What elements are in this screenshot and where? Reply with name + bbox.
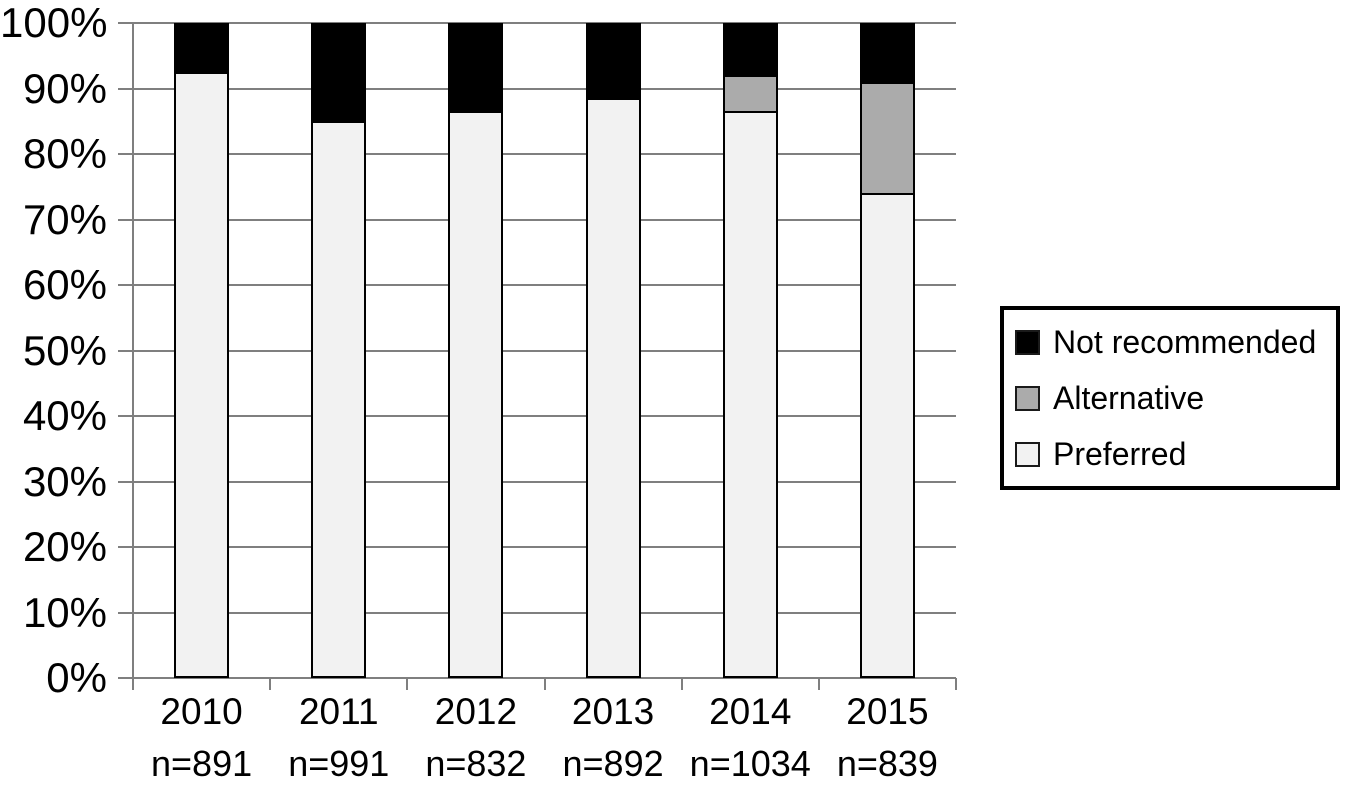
x-year-label: 2011 <box>298 691 379 732</box>
x-n-label: n=832 <box>425 743 527 784</box>
x-year-label: 2014 <box>709 691 792 732</box>
bar-segment-not-recommended <box>585 23 641 99</box>
x-year-label: 2010 <box>160 691 243 732</box>
gridline <box>118 611 956 614</box>
gridline <box>118 153 956 155</box>
plot-area <box>118 22 957 690</box>
x-n-label: n=891 <box>151 743 253 784</box>
x-category-label: 2010 n=891 <box>107 686 297 790</box>
bar-segment-not-recommended <box>311 23 367 122</box>
y-tick-label: 60% <box>22 261 107 308</box>
x-year-label: 2013 <box>571 691 655 732</box>
legend-item-preferred: Preferred <box>1015 436 1328 472</box>
legend-item-not-recommended: Not recommended <box>1015 324 1328 360</box>
bar-segment-preferred <box>174 72 230 678</box>
x-axis-tick <box>817 678 820 690</box>
legend-item-alternative: Alternative <box>1015 380 1328 416</box>
x-category-label: 2014 n=1034 <box>655 686 845 790</box>
x-n-label: n=839 <box>836 743 938 784</box>
x-axis-tick <box>955 678 957 690</box>
bar-segment-preferred <box>311 121 367 678</box>
x-axis-tick <box>543 678 546 690</box>
legend-swatch-preferred-icon <box>1015 441 1040 467</box>
y-tick-label: 50% <box>22 326 107 374</box>
bar-segment-not-recommended <box>859 23 915 82</box>
bar-segment-alternative <box>859 81 915 194</box>
x-axis-tick <box>680 678 683 690</box>
x-year-label: 2015 <box>846 691 929 732</box>
bar-segment-alternative <box>722 75 778 112</box>
y-tick-label: 80% <box>22 130 107 177</box>
y-tick-label: 10% <box>22 588 107 636</box>
y-tick-label: 40% <box>22 392 107 439</box>
y-tick-label: 70% <box>22 195 107 243</box>
gridline <box>118 546 956 548</box>
x-axis-tick <box>406 678 409 690</box>
gridline <box>118 677 956 679</box>
legend-swatch-not-recommended-icon <box>1015 329 1040 355</box>
legend: Not recommended Alternative Preferred <box>1000 306 1340 490</box>
y-axis-line <box>132 23 134 678</box>
bar-segment-preferred <box>585 98 641 678</box>
x-category-label: 2011 n=991 <box>244 686 434 790</box>
y-tick-label: 20% <box>22 523 107 570</box>
legend-swatch-alternative-icon <box>1015 385 1040 411</box>
x-axis-tick <box>132 678 134 690</box>
x-n-label: n=991 <box>288 743 390 784</box>
gridline <box>118 218 956 221</box>
y-tick-label: 0% <box>46 654 107 701</box>
x-category-label: 2013 n=892 <box>518 686 708 790</box>
legend-label-alternative: Alternative <box>1053 380 1205 416</box>
gridline <box>118 284 956 286</box>
gridline <box>118 87 956 90</box>
y-tick-label: 90% <box>22 64 107 112</box>
gridline <box>118 415 956 417</box>
bar-segment-preferred <box>859 193 915 678</box>
gridline <box>118 349 956 352</box>
x-axis-tick <box>269 678 272 690</box>
bar-segment-not-recommended <box>174 23 230 73</box>
y-tick-label: 100% <box>0 0 108 46</box>
legend-label-preferred: Preferred <box>1053 436 1187 472</box>
bar-segment-preferred <box>448 111 504 678</box>
legend-label-not-recommended: Not recommended <box>1053 324 1317 360</box>
x-year-label: 2012 <box>434 691 518 732</box>
gridline <box>118 480 956 483</box>
x-n-label: n=892 <box>562 743 664 784</box>
gridline <box>118 22 956 24</box>
x-n-label: n=1034 <box>689 743 811 784</box>
bar-segment-preferred <box>722 111 778 678</box>
x-category-label: 2012 n=832 <box>381 686 571 790</box>
bar-segment-not-recommended <box>448 23 504 112</box>
bar-segment-not-recommended <box>722 23 778 76</box>
x-category-label: 2015 n=839 <box>792 686 982 790</box>
y-tick-label: 30% <box>22 457 107 505</box>
